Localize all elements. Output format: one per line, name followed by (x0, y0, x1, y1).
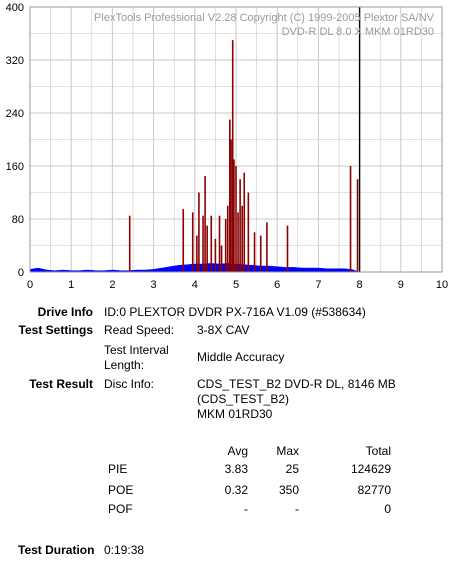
read-speed-label: Read Speed: (104, 323, 175, 337)
x-tick-label: 0 (27, 279, 33, 291)
x-tick-label: 1 (68, 279, 74, 291)
interval-label-line2: Length: (104, 358, 145, 372)
drive-info-label: Drive Info (37, 305, 93, 319)
stats-row-avg: 3.83 (224, 462, 248, 476)
x-tick-label: 2 (109, 279, 115, 291)
stats-header-total: Total (365, 444, 391, 458)
stats-row-avg: 0.32 (224, 483, 248, 497)
pie-series (29, 263, 360, 273)
disc-info-label: Disc Info: (104, 377, 155, 391)
test-duration-value: 0:19:38 (104, 543, 145, 557)
stats-row-total: 0 (384, 502, 391, 516)
x-tick-label: 5 (233, 279, 239, 291)
stats-row-avg: - (244, 502, 248, 516)
chart-watermark-line2: DVD-R DL 8.0 X MKM 01RD30 (282, 26, 434, 38)
poe-series (128, 40, 359, 272)
y-tick-label: 240 (6, 108, 24, 120)
y-tick-label: 0 (18, 267, 24, 279)
x-tick-label: 6 (274, 279, 280, 291)
x-tick-label: 9 (398, 279, 404, 291)
stats-row-name: PIE (108, 462, 128, 476)
stats-row-max: 350 (278, 483, 299, 497)
chart: PlexTools Professional V2.28 Copyright (… (6, 2, 448, 291)
stats-header-max: Max (276, 444, 299, 458)
stats-row-max: - (295, 502, 299, 516)
stats-row-name: POE (108, 483, 134, 497)
test-settings-label: Test Settings (18, 323, 93, 337)
disc-info-line1: CDS_TEST_B2 DVD-R DL, 8146 MB (197, 377, 396, 391)
x-tick-label: 10 (436, 279, 448, 291)
plot-border (29, 6, 443, 273)
test-duration-label: Test Duration (18, 543, 95, 557)
x-tick-label: 7 (315, 279, 321, 291)
read-speed-value: 3-8X CAV (197, 323, 250, 337)
x-tick-label: 8 (357, 279, 363, 291)
drive-info-value: ID:0 PLEXTOR DVDR PX-716A V1.09 (#538634… (104, 305, 366, 319)
test-result-label: Test Result (29, 377, 93, 391)
interval-value: Middle Accuracy (197, 350, 285, 364)
y-tick-label: 80 (12, 214, 24, 226)
stats-header-avg: Avg (227, 444, 248, 458)
y-tick-label: 320 (6, 55, 24, 67)
stats-row-max: 25 (285, 462, 299, 476)
stats-row-total: 82770 (357, 483, 391, 497)
chart-watermark-line1: PlexTools Professional V2.28 Copyright (… (94, 12, 435, 24)
x-axis-ticks: 0 1 2 3 4 5 6 7 8 9 10 (27, 279, 448, 291)
pie-area (29, 263, 360, 273)
y-tick-label: 400 (6, 2, 24, 14)
disc-info-line2: (CDS_TEST_B2) (197, 392, 290, 406)
interval-label-line1: Test Interval (104, 343, 169, 357)
stats-row-name: POF (108, 502, 133, 516)
stats-row-total: 124629 (350, 462, 391, 476)
x-tick-label: 3 (151, 279, 157, 291)
y-axis-ticks: 0 80 160 240 320 400 (6, 2, 24, 279)
disc-info-line3: MKM 01RD30 (197, 407, 273, 421)
y-tick-label: 160 (6, 161, 24, 173)
x-tick-label: 4 (192, 279, 198, 291)
